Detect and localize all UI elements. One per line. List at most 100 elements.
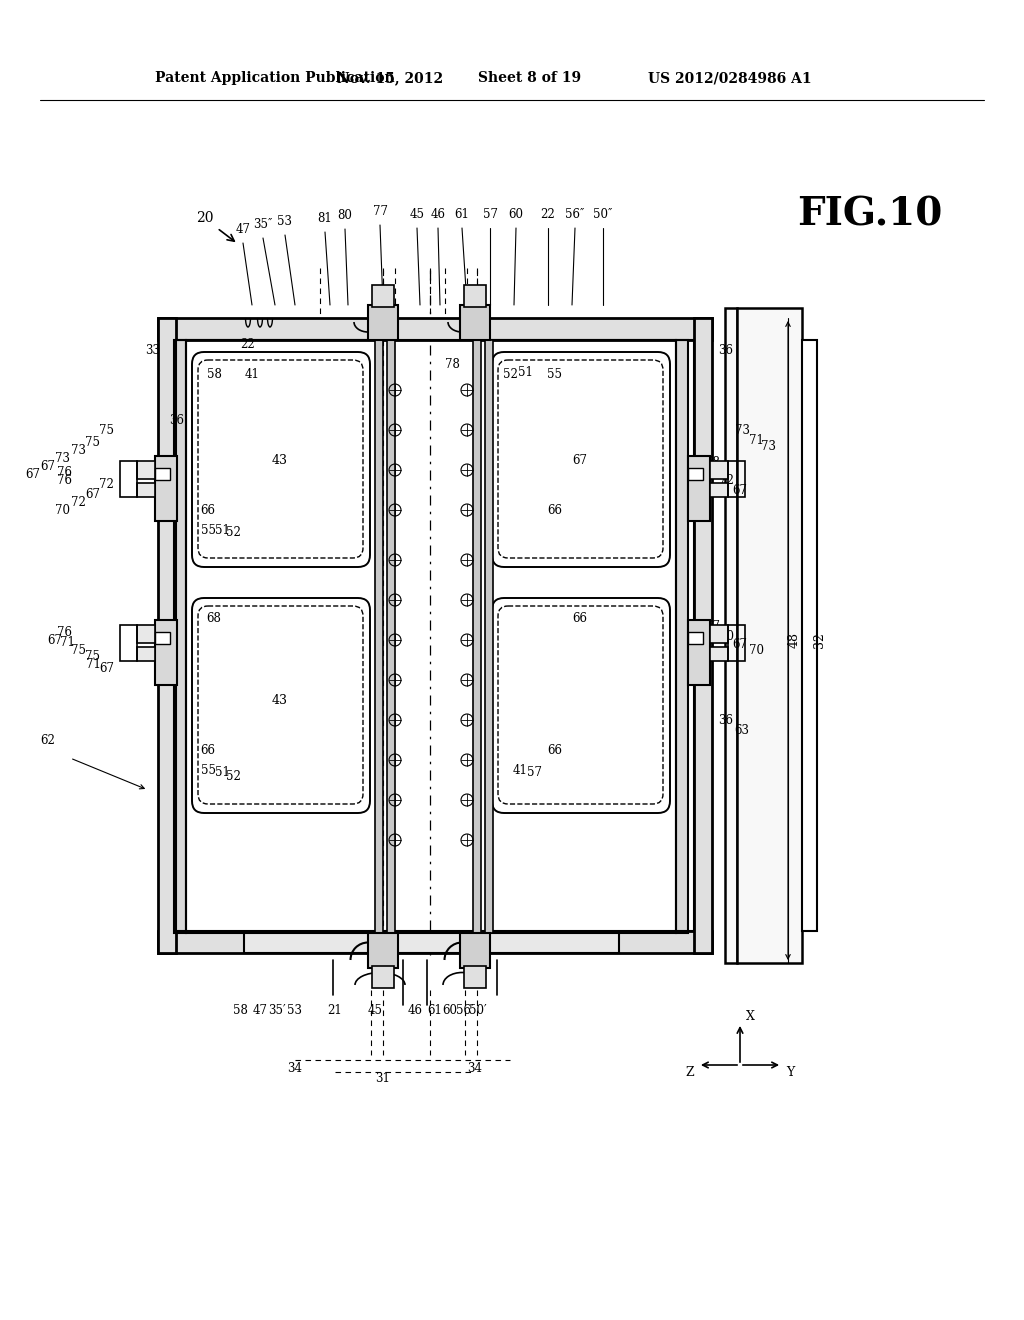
Text: FIG.10: FIG.10	[798, 195, 943, 234]
Text: 70: 70	[719, 630, 733, 643]
Bar	[802, 341, 817, 931]
Text: 76: 76	[56, 626, 72, 639]
Bar	[688, 455, 710, 521]
Text: 68: 68	[706, 457, 721, 470]
Text: 67: 67	[732, 638, 748, 651]
Text: 71: 71	[59, 636, 75, 649]
Text: 45: 45	[368, 1003, 383, 1016]
Text: 68: 68	[207, 611, 221, 624]
Bar	[725, 308, 737, 964]
Bar	[710, 461, 728, 479]
Text: 34: 34	[468, 1061, 482, 1074]
Text: 43: 43	[272, 693, 288, 706]
Bar	[728, 461, 745, 498]
Bar	[375, 341, 383, 933]
Text: X: X	[746, 1011, 755, 1023]
Bar	[372, 285, 394, 308]
Text: 67: 67	[572, 454, 588, 466]
Bar	[710, 483, 728, 498]
Text: 52: 52	[503, 368, 517, 381]
Text: 21: 21	[328, 1003, 342, 1016]
Text: 76: 76	[696, 466, 712, 479]
Text: 80: 80	[338, 209, 352, 222]
Text: 55: 55	[201, 524, 215, 536]
Text: 51: 51	[215, 524, 229, 536]
Text: 63: 63	[734, 723, 750, 737]
Bar	[688, 469, 703, 480]
Bar	[710, 624, 728, 643]
Bar	[155, 455, 177, 521]
Text: 81: 81	[317, 213, 333, 224]
Text: 66: 66	[572, 611, 588, 624]
Bar	[137, 624, 155, 643]
Text: 52: 52	[225, 770, 241, 783]
Text: 77: 77	[373, 205, 387, 218]
Text: 67: 67	[26, 469, 41, 482]
Text: 78: 78	[444, 359, 460, 371]
Text: Z: Z	[686, 1067, 694, 1080]
Bar	[694, 318, 712, 953]
Text: 70: 70	[749, 644, 764, 656]
Bar	[387, 341, 395, 933]
Text: 43: 43	[272, 454, 288, 466]
Text: 73: 73	[761, 441, 775, 454]
Text: 66: 66	[548, 743, 562, 756]
Text: 75: 75	[99, 424, 115, 437]
Bar	[158, 318, 176, 953]
Text: 51: 51	[215, 767, 229, 780]
Text: 45: 45	[410, 209, 425, 220]
Bar	[688, 620, 710, 685]
Text: 53: 53	[288, 1003, 302, 1016]
Text: 62: 62	[41, 734, 55, 747]
Bar	[676, 341, 688, 933]
Text: 75: 75	[85, 651, 100, 664]
Bar	[158, 318, 712, 341]
Bar	[460, 305, 490, 341]
Text: 70: 70	[55, 503, 71, 516]
Text: 75: 75	[85, 437, 100, 450]
Text: 41: 41	[245, 368, 259, 381]
Text: 56″: 56″	[565, 209, 585, 220]
Text: 51: 51	[517, 366, 532, 379]
Text: 22: 22	[241, 338, 255, 351]
Bar	[120, 461, 137, 498]
Text: 72: 72	[71, 495, 85, 508]
Text: Y: Y	[785, 1067, 795, 1080]
Bar	[120, 624, 137, 661]
Text: 31: 31	[376, 1072, 390, 1085]
Text: 34: 34	[288, 1061, 302, 1074]
Text: 67: 67	[47, 634, 62, 647]
Bar	[368, 933, 398, 968]
Text: 66: 66	[548, 503, 562, 516]
Bar	[737, 308, 802, 964]
Text: 67: 67	[99, 661, 115, 675]
Bar	[174, 341, 186, 933]
Text: US 2012/0284986 A1: US 2012/0284986 A1	[648, 71, 812, 84]
Bar	[728, 624, 745, 661]
Bar	[155, 632, 170, 644]
Text: 67: 67	[706, 620, 721, 634]
Bar	[710, 647, 728, 661]
Text: 57: 57	[482, 209, 498, 220]
Text: 46: 46	[430, 209, 445, 220]
Text: 72: 72	[719, 474, 733, 487]
Text: 36: 36	[719, 343, 733, 356]
Text: 32: 32	[813, 632, 826, 648]
Text: 47: 47	[236, 223, 251, 236]
Text: 72: 72	[98, 479, 114, 491]
Bar	[155, 469, 170, 480]
Text: 76: 76	[56, 474, 72, 487]
Bar	[244, 933, 618, 953]
Text: 53: 53	[278, 215, 293, 228]
Text: 35″: 35″	[253, 218, 272, 231]
Bar	[688, 632, 703, 644]
Text: 50″: 50″	[593, 209, 612, 220]
Text: 67: 67	[85, 487, 100, 500]
Text: 55: 55	[201, 763, 215, 776]
Text: 47: 47	[253, 1003, 267, 1016]
Bar	[137, 483, 155, 498]
Text: Patent Application Publication: Patent Application Publication	[155, 71, 394, 84]
Text: 36: 36	[170, 413, 184, 426]
Bar	[368, 305, 398, 341]
Text: 52: 52	[225, 527, 241, 540]
